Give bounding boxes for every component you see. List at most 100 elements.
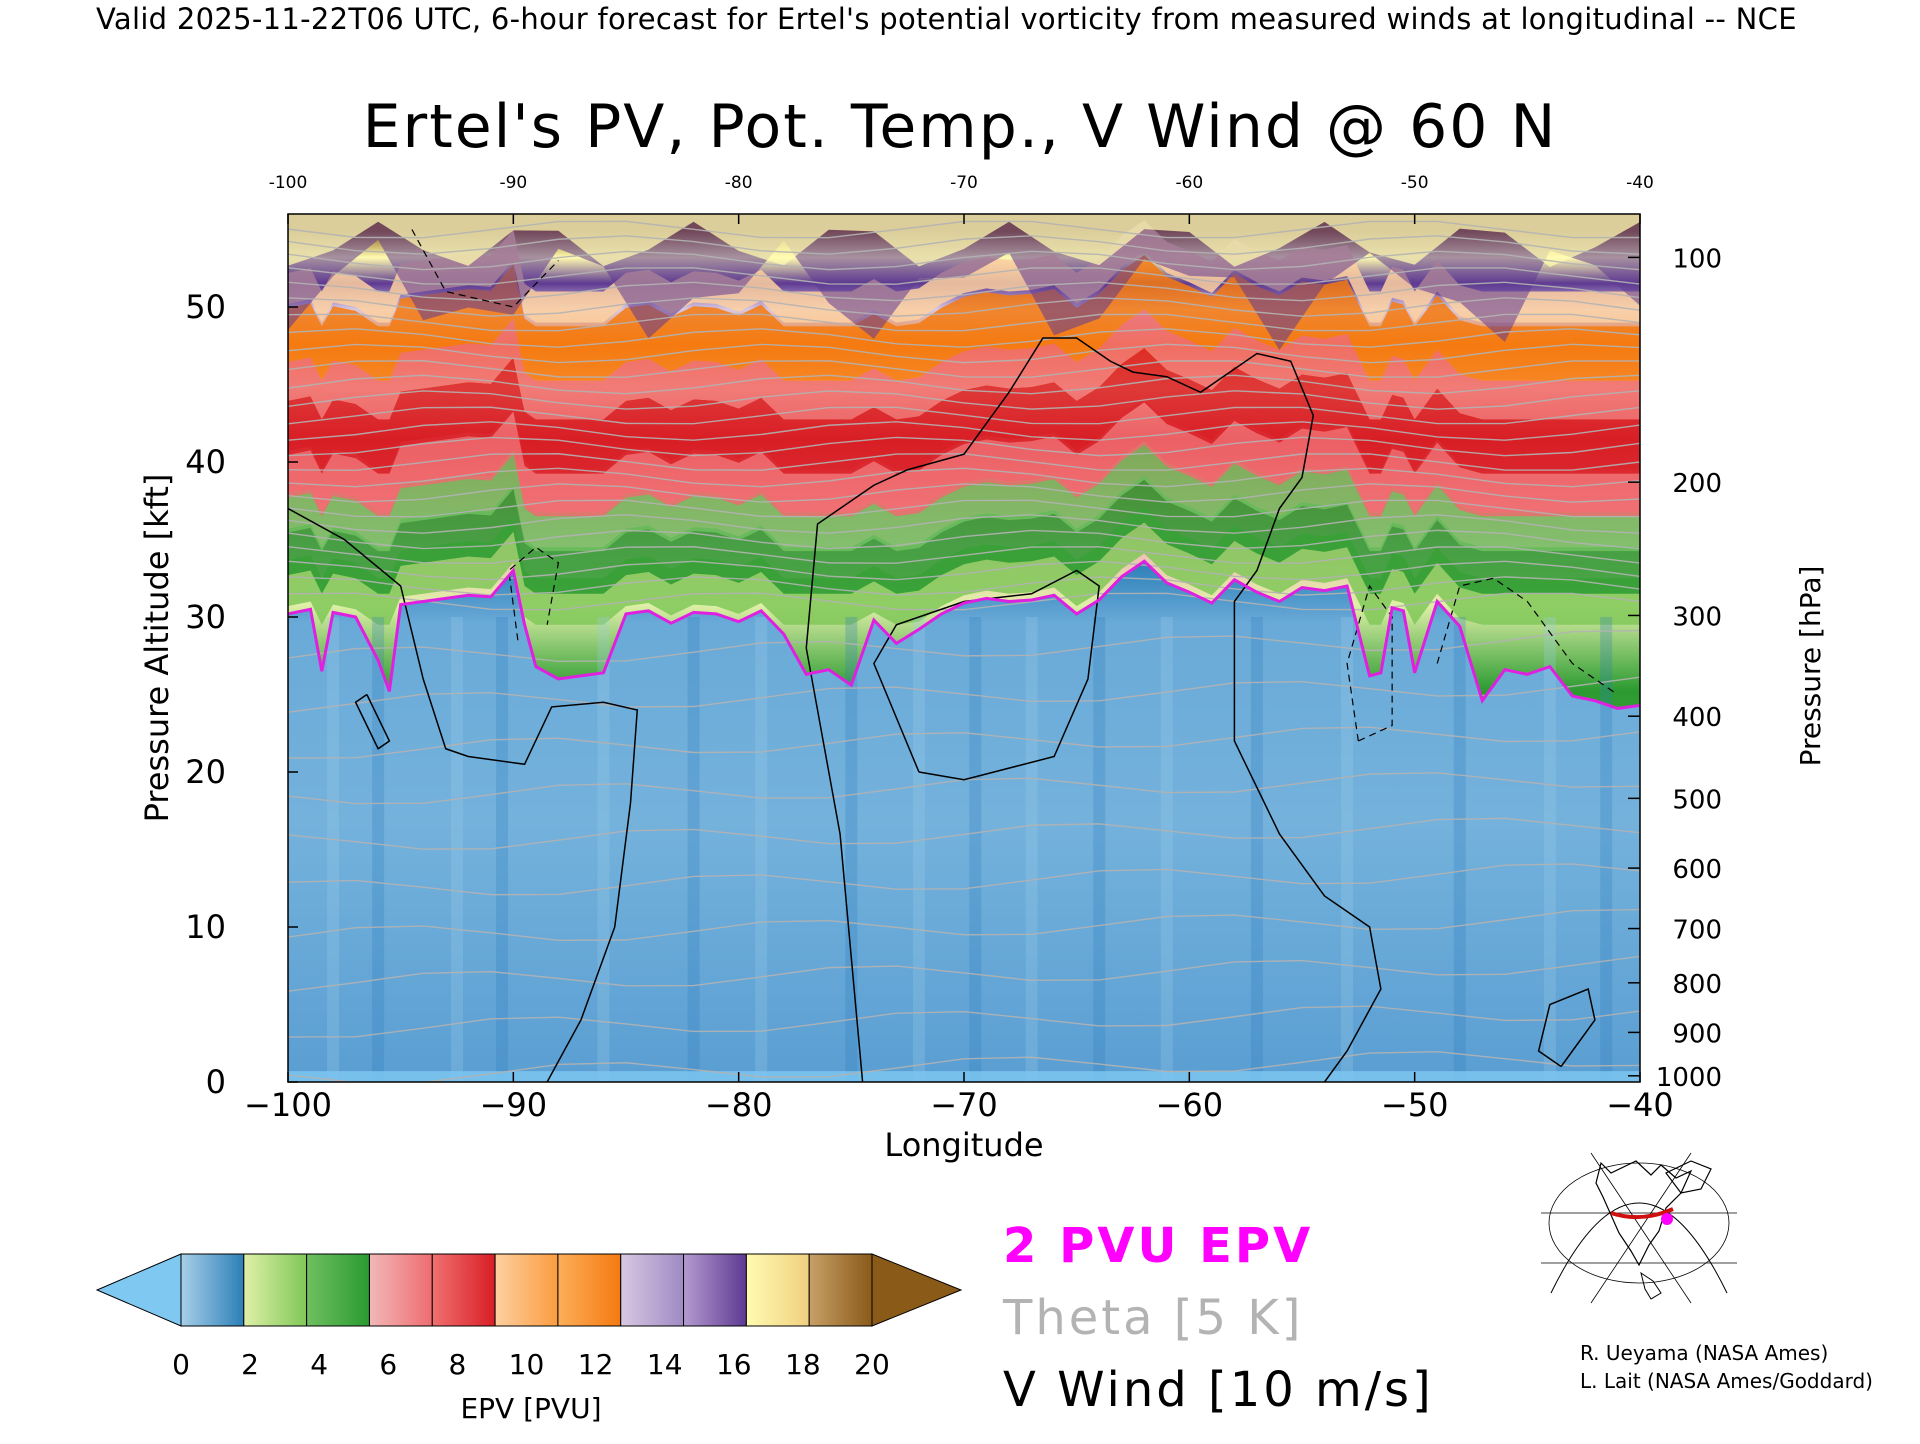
colorbar-tick-label: 2 (241, 1348, 259, 1381)
tropo-streak (597, 617, 610, 1082)
theta-contour (288, 817, 1640, 850)
location-marker-icon (1661, 1213, 1673, 1225)
tropo-streak (755, 617, 768, 1082)
colorbar-tick-label: 16 (716, 1348, 752, 1381)
pressure-tick-label: 400 (1672, 703, 1722, 733)
colorbar-over-arrow (871, 1253, 963, 1327)
epv-band (288, 348, 1640, 474)
x-tick-label: −90 (480, 1086, 548, 1124)
theta-contour (288, 726, 1640, 759)
tropo-streak (1600, 617, 1613, 1082)
theta-contour (288, 406, 1640, 425)
theta-contour (288, 1005, 1640, 1038)
colorbar-tick-label: 20 (854, 1348, 890, 1381)
theta-contour (288, 955, 1640, 992)
theta-contour (288, 235, 1640, 255)
theta-contour (288, 436, 1640, 457)
top-tick-label: -100 (269, 173, 308, 193)
credit-line-2: L. Lait (NASA Ames/Goddard) (1580, 1369, 1873, 1393)
colorbar-bin (306, 1253, 370, 1327)
theta-contour (288, 483, 1640, 503)
v-wind-contour (1537, 987, 1596, 1068)
tropo-streak (1250, 617, 1263, 1082)
theta-contour (288, 592, 1640, 611)
y-axis-label: Pressure Altitude [kft] (138, 474, 176, 823)
colorbar-tick-label: 0 (172, 1348, 190, 1381)
y-tick-label: 20 (185, 753, 226, 791)
theta-contour (288, 313, 1640, 332)
chart-title: Ertel's PV, Pot. Temp., V Wind @ 60 N (362, 92, 1558, 162)
x-tick-label: −50 (1381, 1086, 1449, 1124)
tropopause-2pvu-line (288, 559, 1640, 710)
location-map-inset (1541, 1152, 1737, 1304)
pressure-tick-label: 900 (1672, 1019, 1722, 1049)
theta-contour (288, 297, 1640, 317)
theta-contour (288, 421, 1640, 441)
colorbar-tick-label: 4 (310, 1348, 328, 1381)
x-tick-label: −80 (705, 1086, 773, 1124)
epv-band (288, 309, 1640, 420)
pressure-tick-label: 300 (1672, 602, 1722, 632)
y-tick-label: 0 (206, 1063, 226, 1101)
theta-contour (288, 514, 1640, 534)
y-tick-label: 10 (185, 908, 226, 946)
pressure-tick-label: 800 (1672, 970, 1722, 1000)
pressure-tick-label: 600 (1672, 855, 1722, 885)
top-tick-label: -90 (499, 173, 527, 193)
theta-contour (288, 250, 1640, 271)
theta-contour (288, 360, 1640, 378)
theta-contour (288, 1051, 1640, 1082)
troposphere-field (288, 561, 1640, 1082)
colorbar-bin (243, 1253, 308, 1327)
tropo-streak (372, 617, 385, 1082)
tropo-streak (845, 617, 858, 1082)
theta-contour (288, 343, 1640, 364)
y2-axis-label: Pressure [hPa] (1794, 566, 1827, 767)
axes: −100 -100 −90 -90 −80 -80 −70 -70 −60 -60 −50 -50 −4… (185, 173, 1722, 1124)
colorbar-tick-label: 18 (785, 1348, 821, 1381)
legend-2pvu: 2 PVU EPV (1003, 1218, 1314, 1274)
theta-contour (288, 576, 1640, 596)
v-wind-contour (288, 507, 639, 1082)
line-legend: 2 PVU EPV Theta [5 K] V Wind [10 m/s] (1003, 1210, 1434, 1426)
credit-line-1: R. Ueyama (NASA Ames) (1580, 1341, 1829, 1365)
theta-contour (288, 374, 1640, 395)
top-tick-label: -80 (725, 173, 753, 193)
theta-contour (288, 281, 1640, 302)
v-wind-contour-negative (1346, 584, 1393, 742)
theta-contour (288, 390, 1640, 410)
colorbar-bin (620, 1253, 685, 1327)
x-tick-label: −40 (1606, 1086, 1674, 1124)
theta-contour (288, 863, 1640, 896)
theta-contour (288, 467, 1640, 488)
top-tick-label: -40 (1626, 173, 1654, 193)
colorbar-bin (557, 1253, 622, 1327)
v-wind-contour (354, 693, 391, 750)
tropo-streak (496, 617, 509, 1082)
tropo-streak (1025, 617, 1038, 1082)
theta-contour (288, 499, 1640, 518)
credits: R. Ueyama (NASA Ames) L. Lait (NASA Ames… (1580, 1339, 1873, 1395)
epv-band-top (288, 214, 1640, 267)
colorbar-bin (808, 1253, 873, 1327)
tropo-streak (1543, 617, 1556, 1082)
tropo-streak (327, 617, 340, 1082)
colorbar-bin (683, 1253, 747, 1327)
theta-contour (288, 676, 1640, 713)
header-valid-time: Valid 2025-11-22T06 UTC, 6-hour forecast… (96, 2, 1797, 36)
colorbar-tick-label: 6 (379, 1348, 397, 1381)
colorbar-tick-label: 10 (509, 1348, 545, 1381)
v-wind-contour-negative (411, 229, 559, 308)
colorbar-bin (180, 1253, 245, 1327)
y-tick-label: 30 (185, 598, 226, 636)
colorbar-under-arrow (95, 1253, 182, 1327)
tropo-streak (1453, 617, 1466, 1082)
tropo-streak (1093, 617, 1106, 1082)
theta-contour (288, 908, 1640, 941)
colorbar-bin (494, 1253, 559, 1327)
colorbar-bin (368, 1253, 433, 1327)
epv-colorbar: 0 2 4 6 8 10 12 14 16 18 20 (95, 1253, 963, 1381)
theta-contour (288, 629, 1640, 663)
theta-contour (288, 267, 1640, 285)
